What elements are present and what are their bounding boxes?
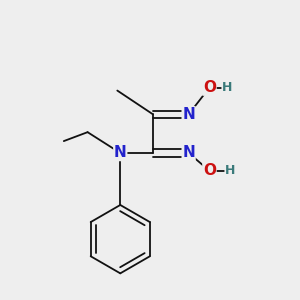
Text: N: N [182, 146, 195, 160]
Text: O: O [203, 163, 216, 178]
Text: N: N [114, 146, 127, 160]
Text: H: H [225, 164, 236, 177]
Text: N: N [182, 107, 195, 122]
Text: H: H [222, 81, 232, 94]
Text: O: O [203, 80, 216, 95]
